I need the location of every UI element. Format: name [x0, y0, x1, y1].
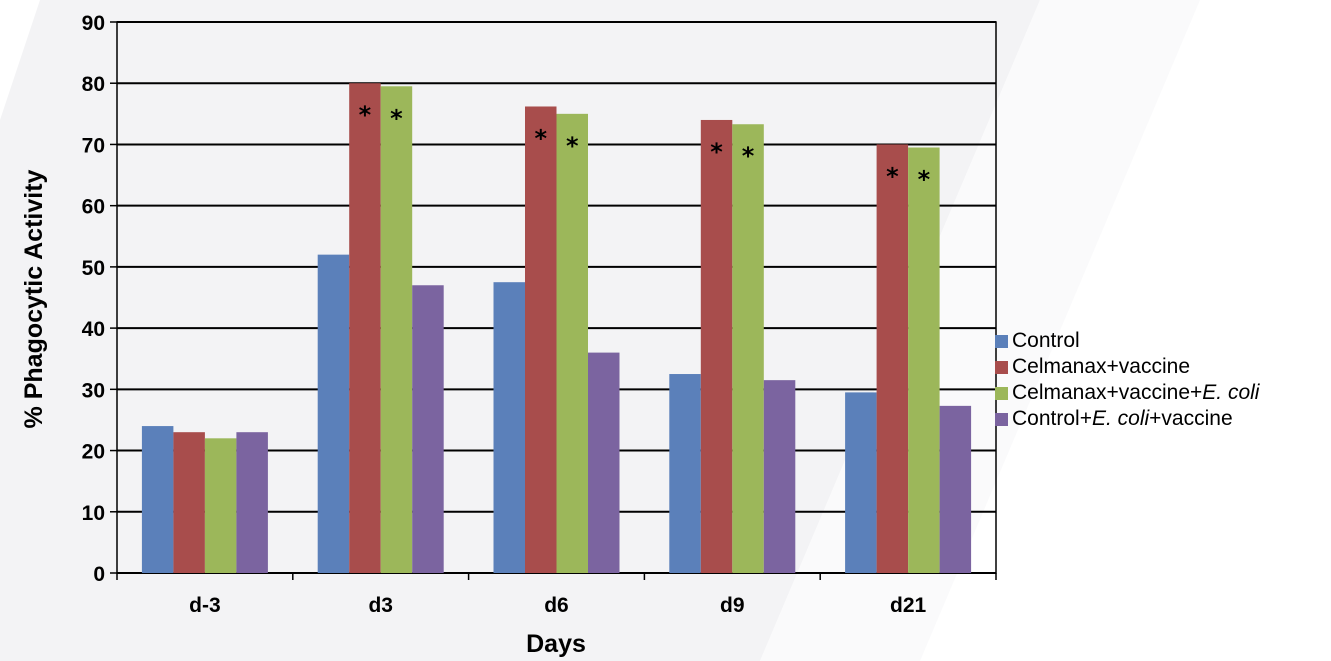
bar-2-d-3: [173, 432, 205, 573]
legend-label-part: +vaccine: [1149, 407, 1233, 430]
legend-item-2: Celmanax+vaccine: [995, 354, 1259, 380]
y-tick-label: 10: [82, 502, 105, 525]
y-tick-label: 70: [82, 134, 105, 157]
bar-2-d21: [876, 144, 909, 573]
legend-label-part: Control: [1012, 329, 1080, 352]
significance-marker: *: [742, 142, 755, 170]
legend-item-1: Control: [995, 328, 1259, 354]
legend-label: Celmanax+vaccine: [1012, 355, 1190, 379]
bar-1-d3: [317, 254, 350, 573]
y-tick-label: 50: [82, 257, 105, 280]
x-tick-label: d9: [720, 594, 745, 617]
legend-item-4: Control+E. coli+vaccine: [995, 406, 1259, 432]
y-tick-label: 60: [82, 196, 105, 219]
bar-2-d6: [525, 106, 557, 573]
significance-marker: *: [710, 138, 723, 166]
bar-1-d21: [845, 392, 877, 573]
legend-item-3: Celmanax+vaccine+E. coli: [995, 380, 1259, 406]
legend-label: Control+E. coli+vaccine: [1012, 407, 1233, 431]
bar-2-d3: [349, 83, 381, 573]
y-tick-label: 20: [82, 441, 105, 464]
x-tick-label: d21: [890, 594, 927, 617]
x-tick-label: d3: [368, 594, 393, 617]
bar-3-d21: [908, 147, 940, 573]
legend-label-part: E. coli: [1091, 407, 1150, 430]
bar-4-d9: [763, 380, 796, 573]
bar-1-d9: [669, 374, 701, 573]
significance-marker: *: [918, 166, 931, 194]
significance-marker: *: [886, 162, 899, 190]
x-tick-label: d6: [544, 594, 569, 617]
legend-label-part: E. coli: [1202, 381, 1260, 404]
bar-1-d-3: [141, 426, 174, 573]
legend: Control Celmanax+vaccine Celmanax+vaccine+…: [995, 328, 1259, 432]
y-tick-label: 80: [82, 73, 105, 96]
bar-2-d9: [700, 119, 733, 573]
bars: [141, 83, 972, 574]
significance-marker: *: [566, 132, 579, 160]
significance-marker: *: [390, 104, 403, 132]
bar-1-d6: [493, 282, 525, 573]
significance-marker: *: [534, 124, 547, 152]
bar-4-d-3: [236, 432, 268, 573]
y-tick-label: 90: [82, 12, 105, 35]
significance-marker: *: [359, 101, 372, 129]
x-tick-label: d-3: [189, 594, 221, 617]
bar-4-d6: [588, 352, 620, 573]
y-axis-ticks: 0 10 20 30 40 50 60 70 80 90: [82, 12, 105, 586]
legend-label: Control: [1012, 329, 1080, 353]
y-tick-label: 0: [93, 563, 105, 586]
significance-markers: * * * * * * * *: [359, 101, 931, 193]
bar-4-d3: [412, 285, 444, 573]
legend-label-part: Celmanax+vaccine: [1012, 355, 1191, 378]
y-tick-label: 40: [82, 318, 105, 341]
y-tick-label: 30: [82, 379, 105, 402]
legend-label-part: Celmanax+vaccine+: [1012, 381, 1203, 404]
y-axis-title: % Phagocytic Activity: [20, 169, 48, 428]
legend-label: Celmanax+vaccine+E. coli: [1012, 381, 1259, 405]
bar-4-d21: [939, 405, 972, 573]
bar-3-d9: [732, 124, 764, 573]
legend-swatch: [995, 334, 1008, 348]
bar-3-d3: [380, 86, 413, 574]
legend-swatch: [995, 360, 1008, 374]
legend-label-part: Control+: [1012, 407, 1092, 430]
x-axis-ticks: d-3 d3 d6 d9 d21: [189, 594, 926, 617]
bar-3-d-3: [204, 438, 237, 573]
x-axis-title: Days: [526, 630, 586, 658]
legend-swatch: [995, 412, 1008, 426]
legend-swatch: [995, 386, 1008, 400]
bar-3-d6: [556, 113, 588, 573]
